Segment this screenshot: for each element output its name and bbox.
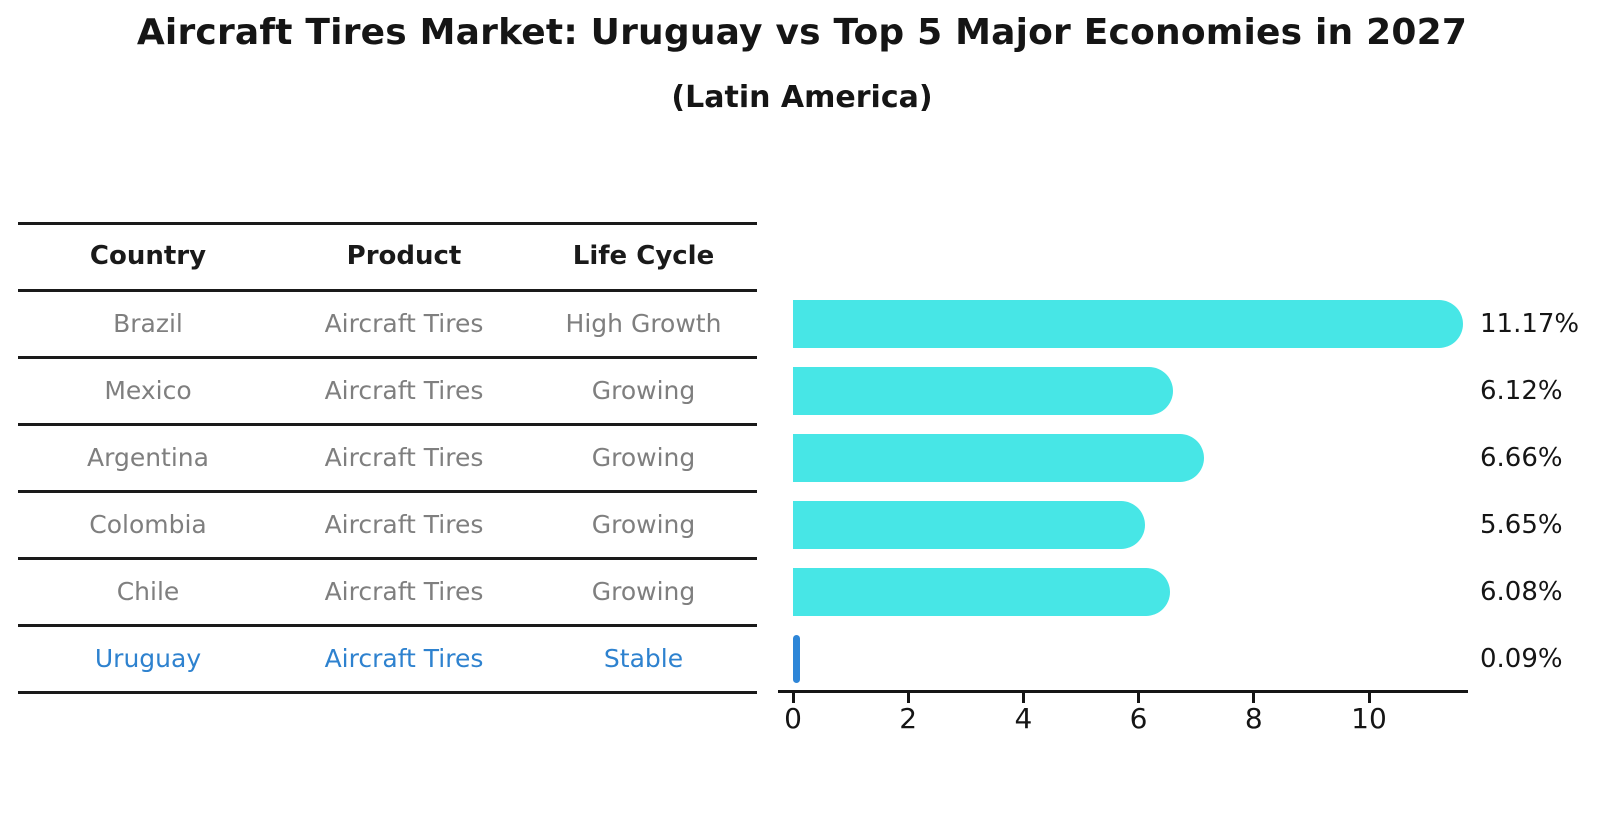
table-cell-lifecycle: High Growth	[565, 308, 722, 338]
x-tick-label-6: 6	[1129, 702, 1148, 735]
table-rule-0	[18, 222, 757, 225]
table-row-uruguay: Uruguay Aircraft Tires Stable	[18, 626, 757, 690]
x-tick-mark-8	[1252, 693, 1256, 703]
table-rule-7	[18, 691, 757, 694]
x-tick-label-8: 8	[1244, 702, 1263, 735]
value-label-mexico: 6.12%	[1480, 375, 1563, 406]
bar-colombia	[793, 500, 1146, 549]
table-rule-5	[18, 557, 757, 560]
table-row-chile: Chile Aircraft Tires Growing	[18, 559, 757, 623]
table-cell-country: Uruguay	[94, 643, 202, 673]
chart-subtitle: (Latin America)	[671, 80, 933, 115]
table-header-product: Product	[346, 241, 462, 271]
bar-brazil	[793, 299, 1464, 348]
x-tick-mark-0	[791, 693, 795, 703]
table-header-lifecycle: Life Cycle	[572, 241, 715, 271]
x-tick-mark-2	[906, 693, 910, 703]
table-rule-2	[18, 356, 757, 359]
table-cell-lifecycle: Growing	[591, 576, 696, 606]
table-cell-country: Brazil	[113, 308, 183, 338]
x-tick-mark-10	[1367, 693, 1371, 703]
table-rule-3	[18, 423, 757, 426]
bar-argentina	[793, 433, 1204, 482]
table-row-colombia: Colombia Aircraft Tires Growing	[18, 492, 757, 556]
table-header-country: Country	[89, 241, 207, 271]
table-cell-country: Argentina	[87, 442, 209, 472]
value-label-argentina: 6.66%	[1480, 442, 1563, 473]
bar-uruguay	[793, 634, 801, 683]
table-cell-lifecycle: Growing	[591, 375, 696, 405]
bar-mexico	[793, 366, 1173, 415]
value-label-brazil: 11.17%	[1480, 308, 1580, 339]
x-tick-label-10: 10	[1351, 702, 1387, 735]
table-cell-lifecycle: Stable	[603, 643, 684, 673]
table-cell-country: Chile	[116, 576, 180, 606]
table-header-row: Country Product Life Cycle	[18, 224, 757, 288]
x-tick-mark-4	[1021, 693, 1025, 703]
chart-title: Aircraft Tires Market: Uruguay vs Top 5 …	[136, 12, 1468, 53]
table-cell-product: Aircraft Tires	[324, 509, 484, 539]
table-row-brazil: Brazil Aircraft Tires High Growth	[18, 291, 757, 355]
bar-chile	[793, 567, 1171, 616]
table-cell-product: Aircraft Tires	[324, 442, 484, 472]
table-rule-1	[18, 289, 757, 292]
table-cell-product: Aircraft Tires	[324, 576, 484, 606]
table-cell-product: Aircraft Tires	[324, 308, 484, 338]
x-axis-line	[778, 690, 1468, 693]
table-cell-lifecycle: Growing	[591, 442, 696, 472]
x-tick-mark-6	[1137, 693, 1141, 703]
table-rule-4	[18, 490, 757, 493]
table-row-mexico: Mexico Aircraft Tires Growing	[18, 358, 757, 422]
table-cell-country: Colombia	[89, 509, 207, 539]
value-label-colombia: 5.65%	[1480, 509, 1563, 540]
x-tick-label-4: 4	[1014, 702, 1033, 735]
value-label-chile: 6.08%	[1480, 576, 1563, 607]
table-cell-product: Aircraft Tires	[324, 375, 484, 405]
value-label-uruguay: 0.09%	[1480, 643, 1563, 674]
table-cell-lifecycle: Growing	[591, 509, 696, 539]
table-row-argentina: Argentina Aircraft Tires Growing	[18, 425, 757, 489]
table-cell-country: Mexico	[104, 375, 192, 405]
x-tick-label-0: 0	[784, 702, 802, 735]
table-rule-6	[18, 624, 757, 627]
x-tick-label-2: 2	[899, 702, 918, 735]
table-cell-product: Aircraft Tires	[324, 643, 484, 673]
